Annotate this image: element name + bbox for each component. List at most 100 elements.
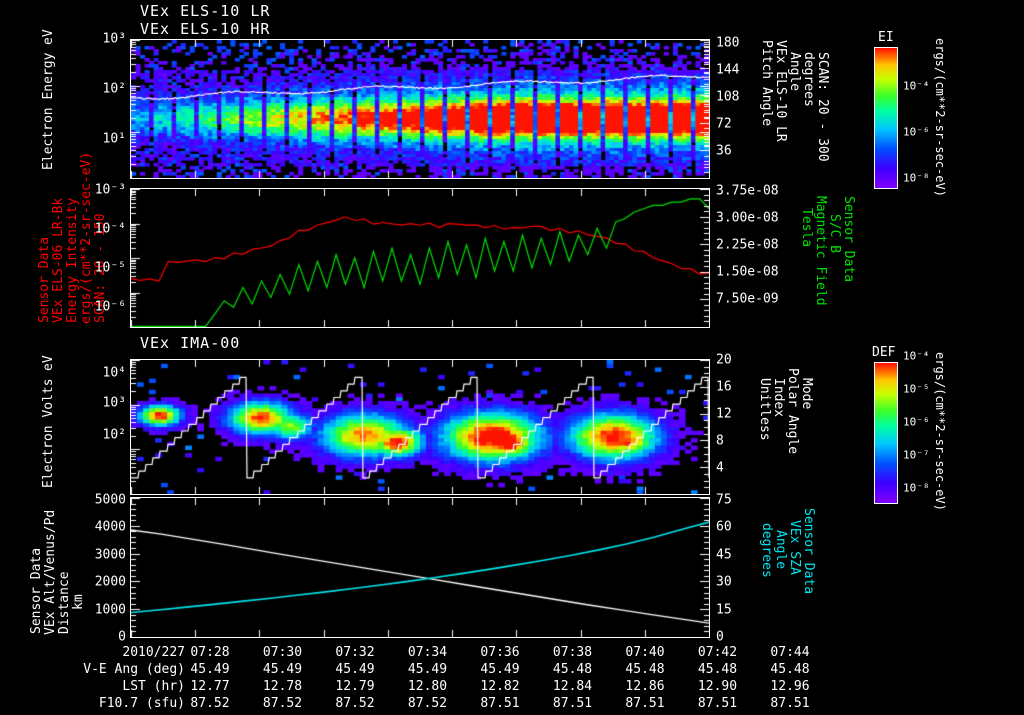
table-cell: 45.49	[480, 662, 520, 677]
panel3-right-axis-line-2: Index	[771, 378, 786, 418]
panel4-ytick-3: 2000	[94, 574, 126, 590]
table-row: V-E Ang (deg)	[0, 662, 1024, 679]
panel3-right-axis-label-2: Index	[771, 378, 786, 488]
colorbar-ei-tick-2: 10⁻⁸	[903, 171, 930, 185]
table-cell: 12.80	[407, 679, 448, 694]
panel2-right-axis-line-3: Tesla	[799, 208, 814, 248]
table-cell: 07:28	[190, 645, 230, 660]
panel2-right-axis-line-0: Sensor Data	[841, 196, 856, 283]
panel2-rtick-4: 7.50e-09	[716, 291, 779, 307]
colorbar-def-tick-4: 10⁻⁸	[903, 481, 930, 495]
table-cell: 07:40	[625, 645, 665, 660]
panel2-rtick-0: 3.75e-08	[716, 183, 779, 199]
table-row: 2010/227	[0, 645, 1024, 662]
table-cell: 45.48	[625, 662, 665, 677]
table-cell: 45.49	[190, 662, 230, 677]
table-cell: 45.48	[697, 662, 738, 677]
panel3-ytick-1: 10³	[102, 395, 126, 411]
panel1-rtick-3: 72	[716, 116, 732, 132]
table-cell: 45.49	[262, 662, 303, 677]
table-cell: 07:30	[262, 645, 303, 660]
table-cell: 12.79	[335, 679, 375, 694]
colorbar-def-tick-2: 10⁻⁶	[903, 415, 930, 429]
table-cell: 07:34	[407, 645, 448, 660]
colorbar-ei-units: ergs/(cm**2-sr-sec-eV)	[933, 38, 947, 197]
panel-altitude-sza	[130, 497, 710, 638]
panel4-right-axis-line-2: Angle	[773, 530, 788, 570]
panel1-right-axis-line-0: Pitch Angle	[759, 40, 774, 127]
panel1-right-axis-line-2: Angle	[787, 52, 802, 92]
panel4-ytick-4: 1000	[94, 602, 126, 618]
panel1-left-axis-label: Electron Energy eV	[41, 29, 56, 170]
table-cell: 87.51	[480, 696, 520, 711]
panel-ima-spectrogram	[130, 359, 710, 495]
table-cell: 87.51	[625, 696, 665, 711]
panel3-right-axis-line-3: Unitless	[757, 378, 772, 441]
panel3-left-axis-line-0: Electron Volts	[41, 378, 56, 488]
panel1-rtick-2: 108	[716, 89, 740, 105]
panel3-right-axis-line-1: Polar Angle	[785, 368, 800, 455]
panel3-left-axis-line-1: eV	[41, 354, 56, 371]
panel2-rtick-1: 3.00e-08	[716, 210, 779, 226]
panel4-rtick-1: 60	[716, 519, 732, 535]
colorbar-ei-title: EI	[878, 30, 894, 45]
panel2-left-axis-label-0: Sensor Data	[37, 198, 52, 323]
panel2-left-axis-label-1: VEx ELS-06 LR-Bk	[51, 197, 66, 323]
panel1-right-axis-label: Pitch Angle	[759, 40, 774, 170]
panel2-right-axis-label-0: Sensor Data	[841, 196, 856, 321]
panel1-ytick-1: 10²	[102, 81, 126, 97]
table-cell: 12.77	[190, 679, 230, 694]
panel3-right-axis-label-1: Polar Angle	[785, 368, 800, 490]
panel4-left-axis-label-0: Sensor Data	[29, 508, 44, 634]
table-cell: 12.84	[552, 679, 593, 694]
table-cell: 45.48	[770, 662, 810, 677]
table-cell: 45.49	[335, 662, 375, 677]
panel2-left-axis-line-1: VEx ELS-06 LR-Bk	[51, 197, 66, 323]
panel4-left-axis-line-0: Sensor Data	[29, 547, 44, 634]
panel1-right-axis-label-3: Angle	[787, 52, 802, 182]
panel2-ytick-0: 10⁻³	[94, 182, 126, 198]
panel3-right-axis-label-0: Mode	[799, 378, 814, 488]
colorbar-def-units: ergs/(cm**2-sr-sec-eV)	[933, 352, 947, 511]
panel4-ytick-2: 3000	[94, 547, 126, 563]
table-cell: 07:42	[697, 645, 738, 660]
colorbar-ei-tick-1: 10⁻⁶	[903, 125, 930, 139]
panel2-left-axis-line-0: Sensor Data	[37, 236, 52, 323]
panel1-rtick-1: 144	[716, 62, 740, 78]
panel3-rtick-4: 4	[716, 460, 724, 476]
panel3-right-axis-label-3: Unitless	[757, 378, 772, 488]
table-row: LST (hr)	[0, 679, 1024, 696]
panel3-ytick-0: 10⁴	[102, 365, 126, 381]
panel3-rtick-2: 12	[716, 406, 732, 422]
bottom-parameter-table: 2010/227 V-E Ang (deg) LST (hr) F10.7 (s…	[0, 645, 1024, 715]
panel1-rtick-0: 180	[716, 35, 740, 51]
panel1-right-axis-label-4: degrees	[801, 52, 816, 182]
panel3-rtick-1: 16	[716, 379, 732, 395]
table-cell: 87.52	[262, 696, 303, 711]
panel2-ytick-2: 10⁻⁵	[94, 260, 126, 276]
panel4-left-axis-label-1: VEx Alt/Venus/Pd	[43, 505, 58, 635]
panel1-left-axis-line-0: Electron Energy	[41, 52, 56, 170]
panel1-title-1: VEx ELS-10 LR	[140, 2, 271, 20]
colorbar-def-tick-1: 10⁻⁵	[903, 382, 930, 396]
panel4-rtick-5: 0	[716, 629, 724, 645]
table-cell: 07:36	[480, 645, 520, 660]
panel4-right-axis-line-1: VEx SZA	[787, 520, 802, 575]
panel4-right-axis-label-0: Sensor Data	[801, 508, 816, 634]
panel4-right-axis-label-3: degrees	[759, 523, 774, 633]
colorbar-ei-gradient	[874, 47, 898, 189]
panel4-ytick-0: 5000	[94, 492, 126, 508]
panel2-right-axis-line-1: S/C B	[827, 214, 842, 254]
table-cell: 87.51	[697, 696, 738, 711]
table-cell: 45.48	[552, 662, 593, 677]
panel4-right-axis-label-2: Angle	[773, 530, 788, 626]
panel3-right-axis-line-0: Mode	[799, 378, 814, 410]
panel3-title: VEx IMA-00	[140, 334, 241, 352]
panel1-right-axis-label-5: SCAN: 20 - 300	[815, 52, 830, 182]
table-cell: 12.78	[262, 679, 303, 694]
colorbar-def-tick-0: 10⁻⁴	[903, 349, 930, 363]
panel2-ytick-1: 10⁻⁴	[94, 221, 126, 237]
panel2-right-axis-label-3: Tesla	[799, 208, 814, 318]
panel4-ytick-1: 4000	[94, 519, 126, 535]
